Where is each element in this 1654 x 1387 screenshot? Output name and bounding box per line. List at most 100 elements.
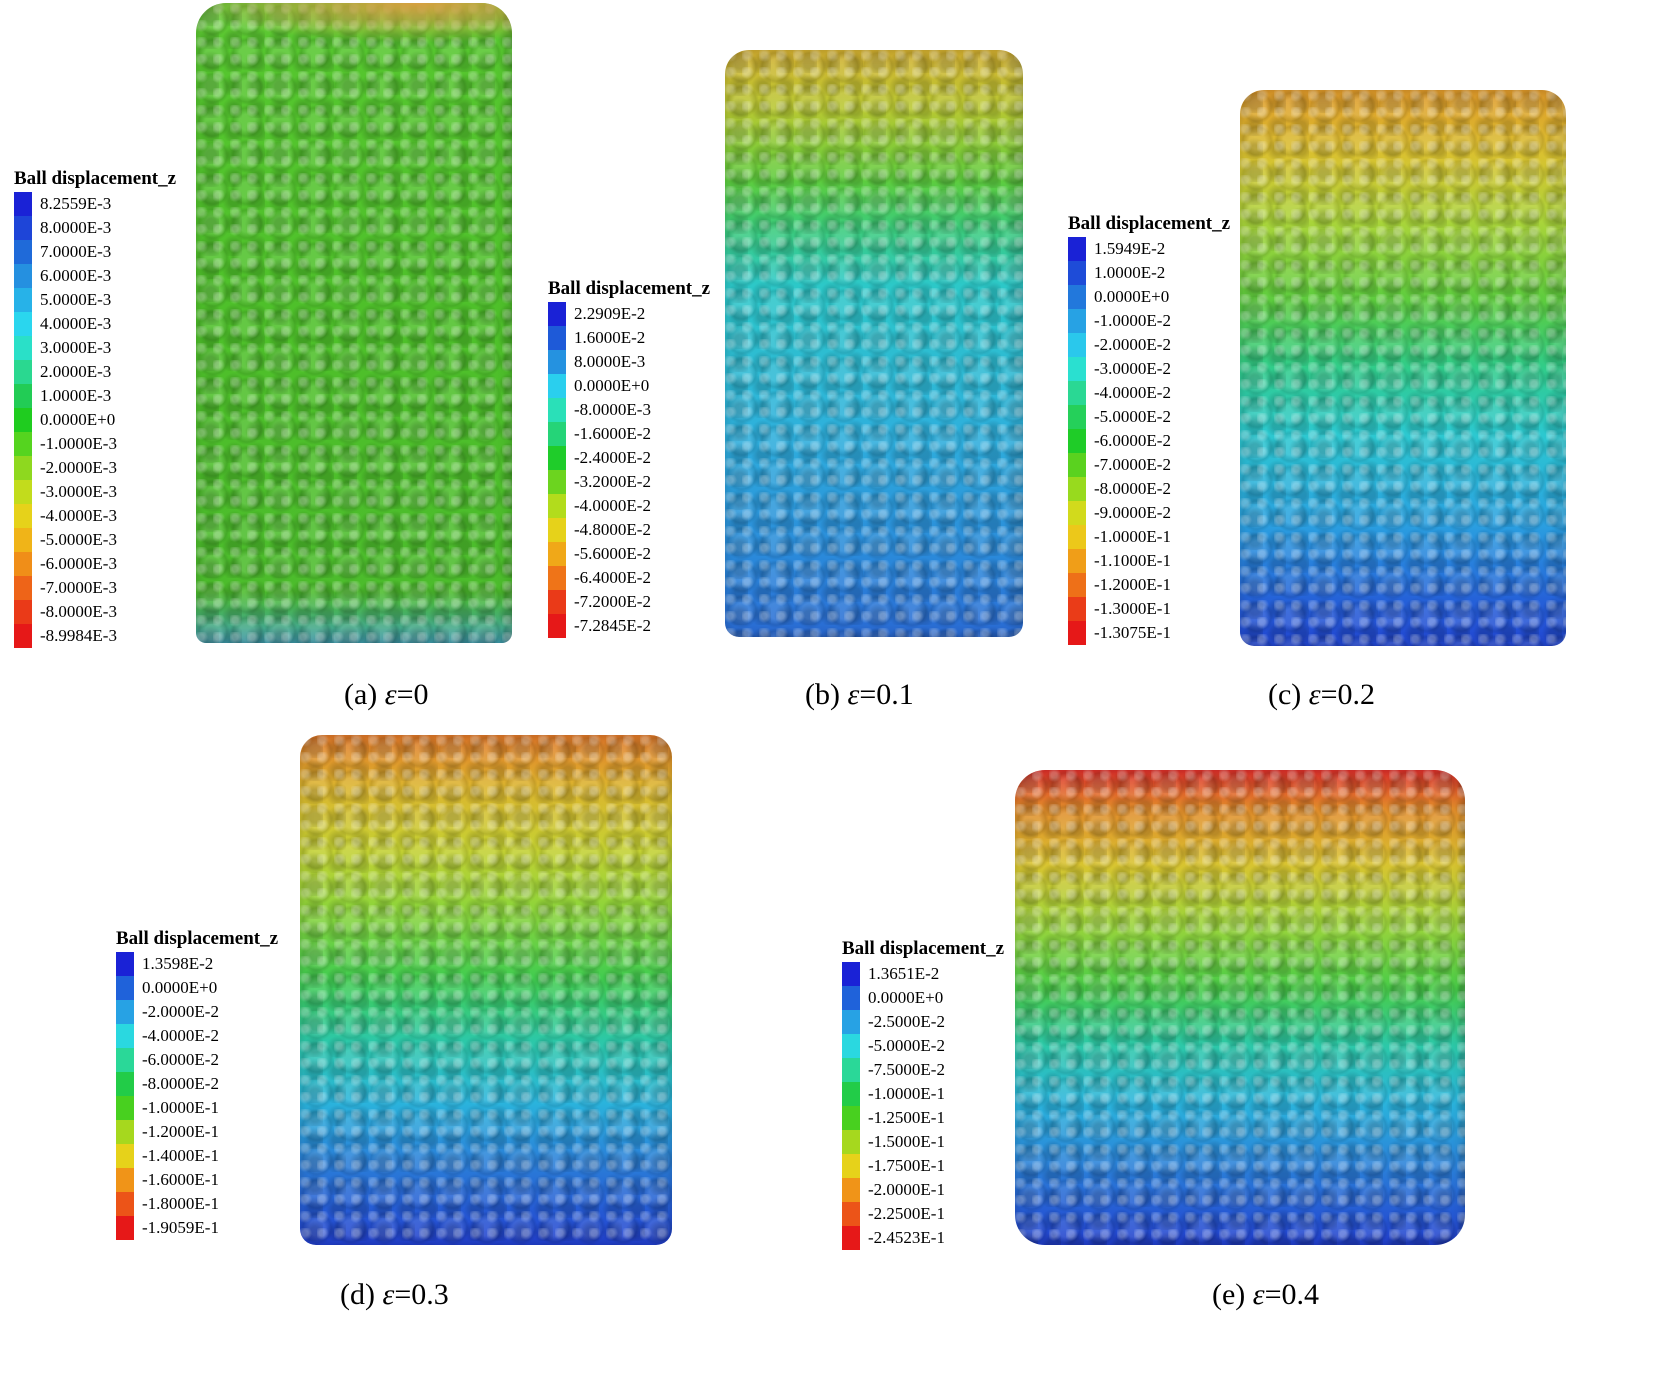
colorbar-a-segment (14, 360, 32, 384)
colorbar-c-segment (1068, 333, 1086, 357)
caption-b-value: =0.1 (859, 678, 914, 711)
colorbar-e-segment (842, 1154, 860, 1178)
colorbar-d-segment (116, 1216, 134, 1240)
colorbar-a-segment (14, 528, 32, 552)
colorbar-a-label: -6.0000E-3 (40, 554, 117, 573)
colorbar-b-segment (548, 542, 566, 566)
colorbar-d-segment (116, 1168, 134, 1192)
colorbar-b-label: -2.4000E-2 (574, 448, 651, 467)
colorbar-a-segment (14, 408, 32, 432)
legend-title: Ball displacement_z (116, 928, 279, 949)
colorbar-b-segment (548, 398, 566, 422)
colorbar-c-segment (1068, 357, 1086, 381)
colorbar-a-segment (14, 216, 32, 240)
colorbar-b-label: 1.6000E-2 (574, 328, 646, 347)
colorbar-b-label: -8.0000E-3 (574, 400, 651, 419)
caption-d-value: =0.3 (394, 1278, 449, 1311)
colorbar-e-segment (842, 1130, 860, 1154)
colorbar-b-label: -7.2000E-2 (574, 592, 651, 611)
colorbar-a-segment (14, 576, 32, 600)
caption-c-epsilon: ε (1308, 678, 1321, 711)
colorbar-c-label: 0.0000E+0 (1094, 287, 1170, 306)
colorbar-a-label: 8.0000E-3 (40, 218, 112, 237)
caption-b: (b) ε=0.1 (805, 678, 914, 712)
colorbar-a-segment (14, 480, 32, 504)
colorbar-a-segment (14, 624, 32, 648)
colorbar-e-segment (842, 1178, 860, 1202)
specimen-c-render (1240, 90, 1566, 646)
colorbar-b-segment (548, 614, 566, 638)
colorbar-d-label: -1.2000E-1 (142, 1122, 219, 1141)
colorbar-c-label: -1.3075E-1 (1094, 623, 1171, 642)
legend-b: Ball displacement_z 2.2909E-2 1.6000E-2 8.… (548, 278, 728, 648)
colorbar-c-segment (1068, 621, 1086, 645)
colorbar-c-label: -3.0000E-2 (1094, 359, 1171, 378)
colorbar-e-segment (842, 962, 860, 986)
colorbar-a-segment (14, 432, 32, 456)
colorbar-b-segment (548, 302, 566, 326)
colorbar-c-label: -9.0000E-2 (1094, 503, 1171, 522)
colorbar-b-label: -4.8000E-2 (574, 520, 651, 539)
colorbar-d-segment (116, 1072, 134, 1096)
colorbar-a-segment (14, 600, 32, 624)
specimen-e-render (1015, 770, 1465, 1245)
colorbar-c-segment (1068, 597, 1086, 621)
colorbar-b-segment (548, 326, 566, 350)
colorbar-e-segment (842, 1202, 860, 1226)
colorbar-d-label: -1.6000E-1 (142, 1170, 219, 1189)
colorbar-e-segment (842, 1058, 860, 1082)
caption-c: (c) ε=0.2 (1268, 678, 1375, 712)
colorbar-d (116, 952, 134, 1240)
colorbar-a-label: 3.0000E-3 (40, 338, 112, 357)
colorbar-d-segment (116, 1000, 134, 1024)
colorbar-c-segment (1068, 549, 1086, 573)
caption-d-prefix: (d) (340, 1278, 383, 1311)
colorbar-a-segment (14, 336, 32, 360)
caption-a: (a) ε=0 (344, 678, 429, 712)
colorbar-c-segment (1068, 285, 1086, 309)
colorbar-c-label: 1.5949E-2 (1094, 239, 1166, 258)
colorbar-e-label: -1.2500E-1 (868, 1108, 945, 1127)
colorbar-c-segment (1068, 309, 1086, 333)
colorbar-e-label: -1.5000E-1 (868, 1132, 945, 1151)
colorbar-e (842, 962, 860, 1250)
colorbar-e-segment (842, 1106, 860, 1130)
legend-d: Ball displacement_z 1.3598E-2 0.0000E+0 -2… (116, 928, 296, 1250)
colorbar-d-label: -2.0000E-2 (142, 1002, 219, 1021)
colorbar-c-segment (1068, 429, 1086, 453)
colorbar-b-label: -6.4000E-2 (574, 568, 651, 587)
colorbar-c-label: -6.0000E-2 (1094, 431, 1171, 450)
colorbar-a-segment (14, 384, 32, 408)
colorbar-e-label: -2.0000E-1 (868, 1180, 945, 1199)
colorbar-c-label: -1.0000E-1 (1094, 527, 1171, 546)
colorbar-c-label: -2.0000E-2 (1094, 335, 1171, 354)
colorbar-d-segment (116, 952, 134, 976)
colorbar-a-label: -7.0000E-3 (40, 578, 117, 597)
colorbar-d-label: -1.4000E-1 (142, 1146, 219, 1165)
legend-a: Ball displacement_z 8.2559E-3 8.0000E-3 7.… (14, 168, 194, 648)
colorbar-d-label: 0.0000E+0 (142, 978, 218, 997)
caption-d: (d) ε=0.3 (340, 1278, 449, 1312)
colorbar-e-label: -1.0000E-1 (868, 1084, 945, 1103)
colorbar-e-segment (842, 1082, 860, 1106)
colorbar-c-label: -7.0000E-2 (1094, 455, 1171, 474)
colorbar-a-segment (14, 312, 32, 336)
colorbar-a-label: -5.0000E-3 (40, 530, 117, 549)
legend-title: Ball displacement_z (1068, 213, 1231, 234)
colorbar-c-segment (1068, 453, 1086, 477)
colorbar-c-segment (1068, 261, 1086, 285)
caption-d-epsilon: ε (382, 1278, 395, 1311)
colorbar-b-segment (548, 422, 566, 446)
legend-c: Ball displacement_z 1.5949E-2 1.0000E-2 0.… (1068, 213, 1248, 645)
colorbar-b-segment (548, 374, 566, 398)
colorbar-d-label: -1.9059E-1 (142, 1218, 219, 1237)
colorbar-b-label: 0.0000E+0 (574, 376, 650, 395)
colorbar-a-label: -8.9984E-3 (40, 626, 117, 645)
colorbar-a-segment (14, 240, 32, 264)
colorbar-e-label: -1.7500E-1 (868, 1156, 945, 1175)
colorbar-c-label: -8.0000E-2 (1094, 479, 1171, 498)
specimen-a-top-tint (196, 3, 512, 43)
colorbar-b-label: -7.2845E-2 (574, 616, 651, 635)
colorbar-a-label: 6.0000E-3 (40, 266, 112, 285)
colorbar-a-segment (14, 504, 32, 528)
